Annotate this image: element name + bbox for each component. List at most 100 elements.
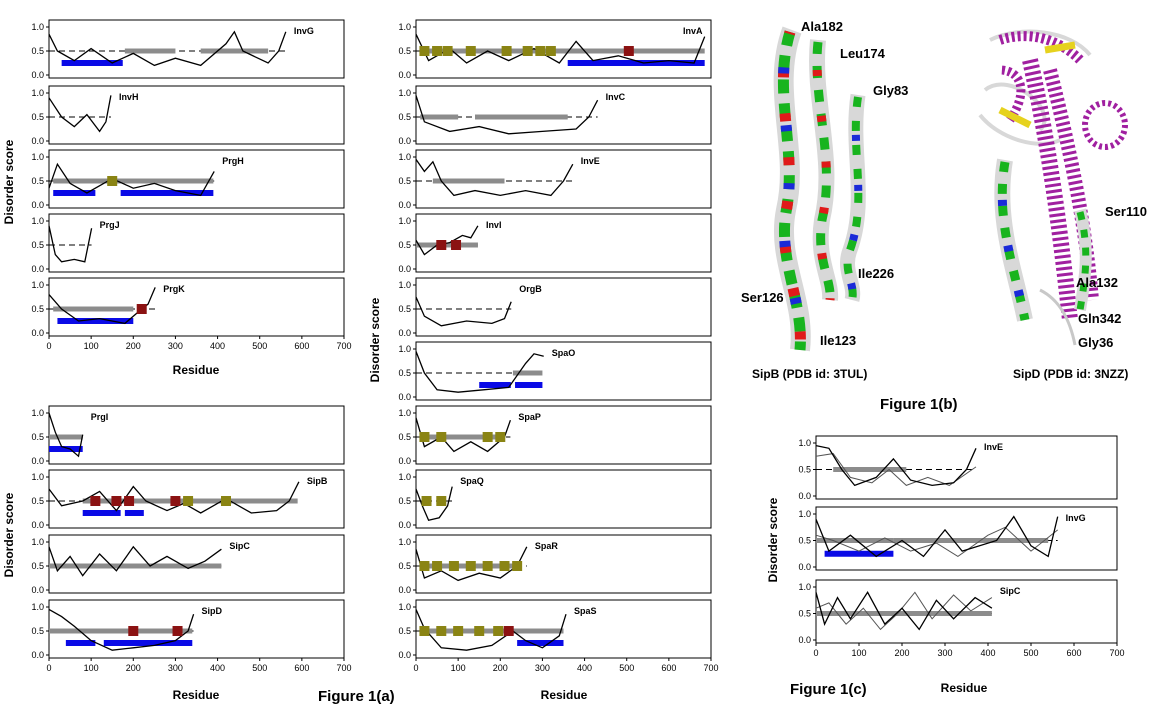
x-tick-label: 300: [168, 663, 183, 673]
olive-marker: [436, 432, 447, 442]
figure-1c-xlabel: Residue: [941, 681, 988, 695]
y-tick-label: 0.5: [398, 112, 411, 122]
y-tick-label: 0.0: [398, 392, 411, 402]
y-tick-label: 1.0: [31, 22, 44, 32]
disorder-profile-line: [48, 287, 156, 325]
olive-marker: [493, 626, 504, 636]
y-tick-label: 0.0: [31, 70, 44, 80]
x-tick-label: 600: [294, 341, 309, 351]
disorder-profile-line: [415, 609, 567, 651]
sipd-label-gln342: Gln342: [1078, 311, 1121, 326]
disordered-region-bar: [833, 467, 907, 472]
protein-label: SipD: [202, 606, 223, 616]
panel-frame: [48, 85, 345, 145]
disordered-region-bar: [893, 538, 1049, 543]
panel-frame: [415, 469, 712, 529]
olive-marker: [448, 561, 459, 571]
olive-marker: [107, 176, 118, 186]
y-tick-label: 0.5: [398, 240, 411, 250]
y-tick-label: 1.0: [31, 280, 44, 290]
olive-marker: [512, 561, 523, 571]
olive-marker: [474, 626, 485, 636]
sipd-structure-image: Ser110 Ala132 Gln342 Gly36 SipD (PDB id:…: [978, 29, 1147, 381]
x-tick-label: 700: [336, 341, 351, 351]
disordered-region-bar: [420, 434, 505, 440]
panel-a-right-orgb: 0.0 0.5 1.0 OrgB: [398, 277, 712, 338]
x-tick-label: 300: [937, 648, 952, 658]
disordered-region-bar: [49, 434, 83, 440]
x-tick-label: 400: [980, 648, 995, 658]
x-tick-label: 200: [126, 663, 141, 673]
sipd-caption: SipD (PDB id: 3NZZ): [1013, 367, 1128, 381]
panel-frame: [815, 435, 1118, 500]
protein-label: InvG: [1066, 513, 1086, 523]
disordered-region-bar: [124, 48, 176, 54]
y-tick-label: 1.0: [398, 472, 411, 482]
protein-label: SpaQ: [460, 476, 484, 486]
disorder-profile-line: [415, 159, 574, 197]
y-tick-label: 0.5: [31, 626, 44, 636]
y-tick-label: 1.0: [31, 472, 44, 482]
protein-label: SpaO: [552, 348, 576, 358]
disordered-region-bar: [512, 370, 543, 376]
disordered-region-bar: [420, 628, 564, 634]
maroon-marker: [111, 496, 122, 506]
figure-1a-left-bottom-ylabel: Disorder score: [2, 492, 16, 577]
y-tick-label: 0.5: [398, 561, 411, 571]
protein-label: InvA: [683, 26, 703, 36]
ordered-region-bar: [124, 510, 144, 516]
ordered-region-bar: [53, 190, 96, 196]
disorder-profile-line: [48, 30, 287, 67]
panel-a-right-inva: 0.0 0.5 1.0 InvA: [398, 19, 712, 80]
olive-marker: [545, 46, 556, 56]
disorder-profile-line: [815, 444, 977, 487]
disordered-region-bar: [816, 538, 894, 543]
disordered-region-bar: [200, 48, 269, 54]
panel-frame: [415, 149, 712, 209]
protein-label: SipC: [1000, 586, 1021, 596]
panel-a-right-spas: 0.0 0.5 1.0 0 100 200 300 400 500 600 700 SpaS: [398, 599, 719, 673]
x-tick-label: 100: [451, 663, 466, 673]
panel-frame: [48, 469, 345, 529]
protein-label: SpaR: [535, 541, 559, 551]
olive-marker: [419, 626, 430, 636]
x-tick-label: 500: [619, 663, 634, 673]
maroon-marker: [503, 626, 514, 636]
y-tick-label: 0.5: [31, 432, 44, 442]
figure-1c-caption: Figure 1(c): [790, 681, 867, 698]
panel-frame: [48, 277, 345, 337]
panel-a-right-spap: 0.0 0.5 1.0 SpaP: [398, 405, 712, 466]
panel-frame: [415, 85, 712, 145]
panel-a-right-spar: 0.0 0.5 1.0 SpaR: [398, 534, 712, 595]
ordered-region-bar: [517, 640, 564, 646]
ordered-region-bar: [103, 640, 193, 646]
disorder-profile-2-line: [815, 591, 993, 631]
sipb-label-ile226: Ile226: [858, 266, 894, 281]
protein-label: InvC: [606, 92, 626, 102]
ordered-region-bar: [65, 640, 96, 646]
protein-label: InvI: [486, 220, 502, 230]
figure-1a-left-bottom-xlabel: Residue: [173, 688, 220, 702]
olive-marker: [419, 46, 430, 56]
y-tick-label: 1.0: [31, 537, 44, 547]
figure-1b: Ala182 Leu174 Gly83 Ile226 Ser126 Ile123…: [741, 19, 1147, 413]
maroon-marker: [623, 46, 634, 56]
y-tick-label: 0.0: [31, 200, 44, 210]
panel-c-inve: 0.0 0.5 1.0 InvE: [798, 435, 1118, 501]
figure-1a-caption: Figure 1(a): [318, 688, 395, 705]
y-tick-label: 0.0: [798, 491, 811, 501]
panel-frame: [48, 213, 345, 273]
y-tick-label: 0.5: [398, 626, 411, 636]
y-tick-label: 0.0: [31, 650, 44, 660]
olive-marker: [432, 561, 443, 571]
x-tick-label: 700: [336, 663, 351, 673]
protein-label: PrgK: [163, 284, 185, 294]
olive-marker: [501, 46, 512, 56]
x-tick-label: 200: [894, 648, 909, 658]
sipb-label-ser126: Ser126: [741, 290, 784, 305]
y-tick-label: 1.0: [31, 88, 44, 98]
olive-marker: [436, 626, 447, 636]
ordered-region-bar: [49, 446, 83, 452]
sipb-label-leu174: Leu174: [840, 46, 886, 61]
